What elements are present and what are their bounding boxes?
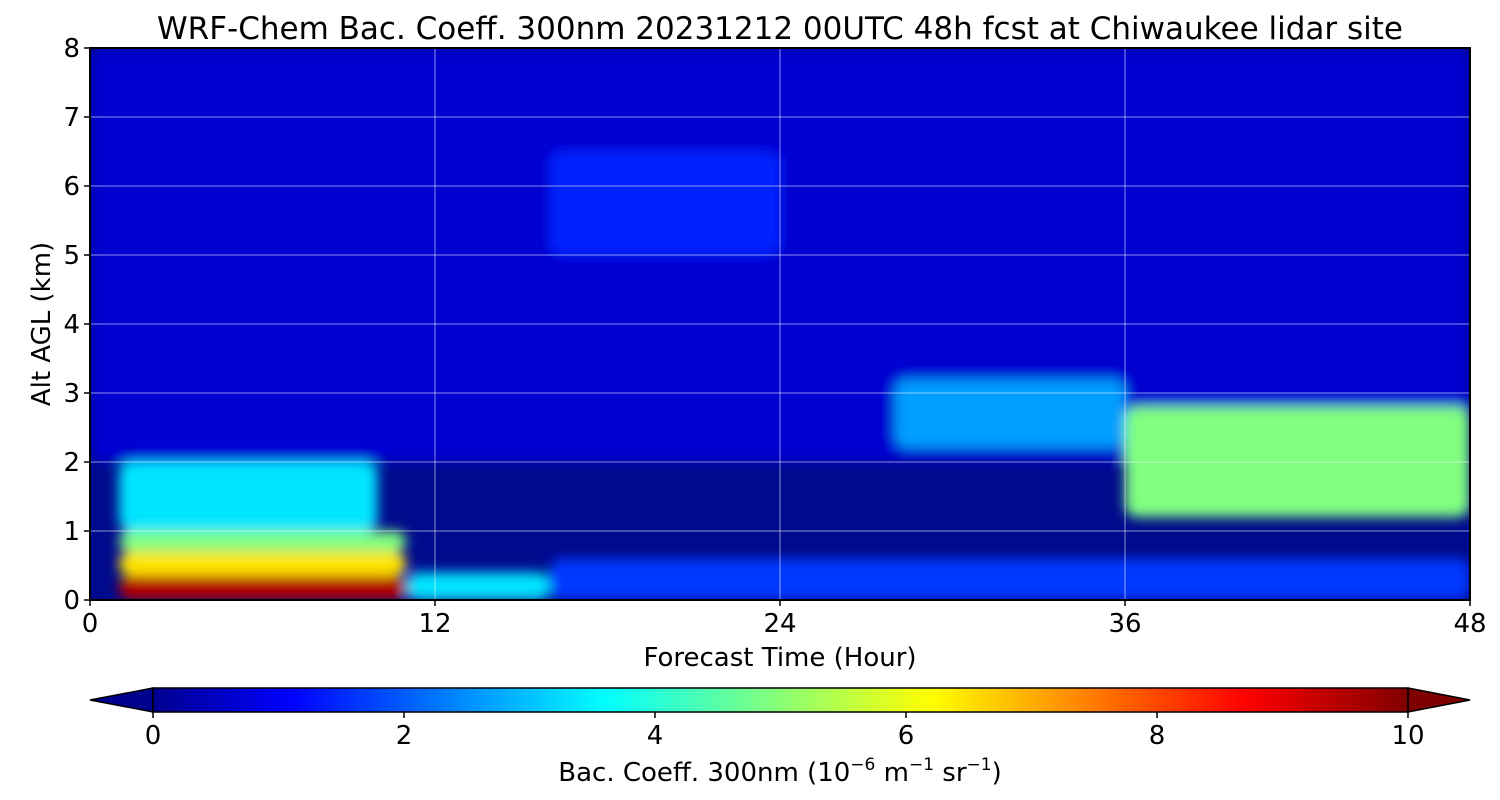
heatmap-cell	[550, 151, 780, 255]
colorbar-label-mid2: sr	[934, 758, 967, 788]
colorbar: 0 2 4 6 8 10 Bac. Coeff. 300nm (10−6 m−1 sr−1…	[89, 687, 1471, 788]
y-axis: 0 1 2 3 4 5 6 7 8	[63, 34, 90, 616]
x-tick-label: 12	[418, 609, 451, 639]
y-tick-label: 0	[63, 586, 80, 616]
y-axis-label: Alt AGL (km)	[27, 242, 57, 406]
heatmap-cell	[118, 575, 407, 600]
colorbar-ticks: 0 2 4 6 8 10	[145, 712, 1425, 751]
colorbar-label: Bac. Coeff. 300nm (10−6 m−1 sr−1)	[558, 755, 1001, 788]
y-tick-label: 1	[63, 517, 80, 547]
plot-area	[89, 47, 1471, 601]
colorbar-extend-high	[1407, 687, 1471, 713]
colorbar-label-mid: m	[875, 758, 909, 788]
heatmap-cell	[118, 551, 407, 576]
y-tick-label: 8	[63, 34, 80, 64]
x-tick-label: 24	[763, 609, 796, 639]
x-axis: 0 12 24 36 48	[82, 600, 1487, 639]
heatmap-cell	[118, 531, 407, 552]
colorbar-tick-label: 2	[396, 721, 413, 751]
colorbar-body	[153, 688, 1408, 712]
heatmap-cell	[406, 572, 550, 600]
heatmap-cell	[550, 558, 1470, 600]
heatmap-cell	[118, 462, 378, 531]
colorbar-tick-label: 8	[1149, 721, 1166, 751]
y-tick-label: 3	[63, 379, 80, 409]
x-tick-label: 48	[1453, 609, 1486, 639]
chart-title: WRF-Chem Bac. Coeff. 300nm 20231212 00UT…	[157, 11, 1403, 47]
y-tick-label: 7	[63, 103, 80, 133]
colorbar-tick-label: 10	[1391, 721, 1424, 751]
colorbar-frame	[152, 687, 1409, 713]
colorbar-label-main: Bac. Coeff. 300nm (10	[558, 758, 850, 788]
heatmap-cell	[895, 379, 1125, 449]
colorbar-label-exp3: −1	[967, 755, 992, 775]
y-tick-label: 2	[63, 448, 80, 478]
y-tick-label: 4	[63, 310, 80, 340]
y-tick-label: 6	[63, 172, 80, 202]
colorbar-label-end: )	[992, 758, 1002, 788]
colorbar-label-exp1: −6	[850, 755, 875, 775]
colorbar-tick-label: 4	[647, 721, 664, 751]
colorbar-label-exp2: −1	[909, 755, 934, 775]
colorbar-tick-label: 6	[898, 721, 915, 751]
colorbar-tick-label: 0	[145, 721, 162, 751]
y-tick-label: 5	[63, 241, 80, 271]
x-axis-label: Forecast Time (Hour)	[643, 643, 916, 673]
x-tick-label: 0	[82, 609, 99, 639]
colorbar-extend-low	[89, 687, 154, 713]
x-tick-label: 36	[1108, 609, 1141, 639]
